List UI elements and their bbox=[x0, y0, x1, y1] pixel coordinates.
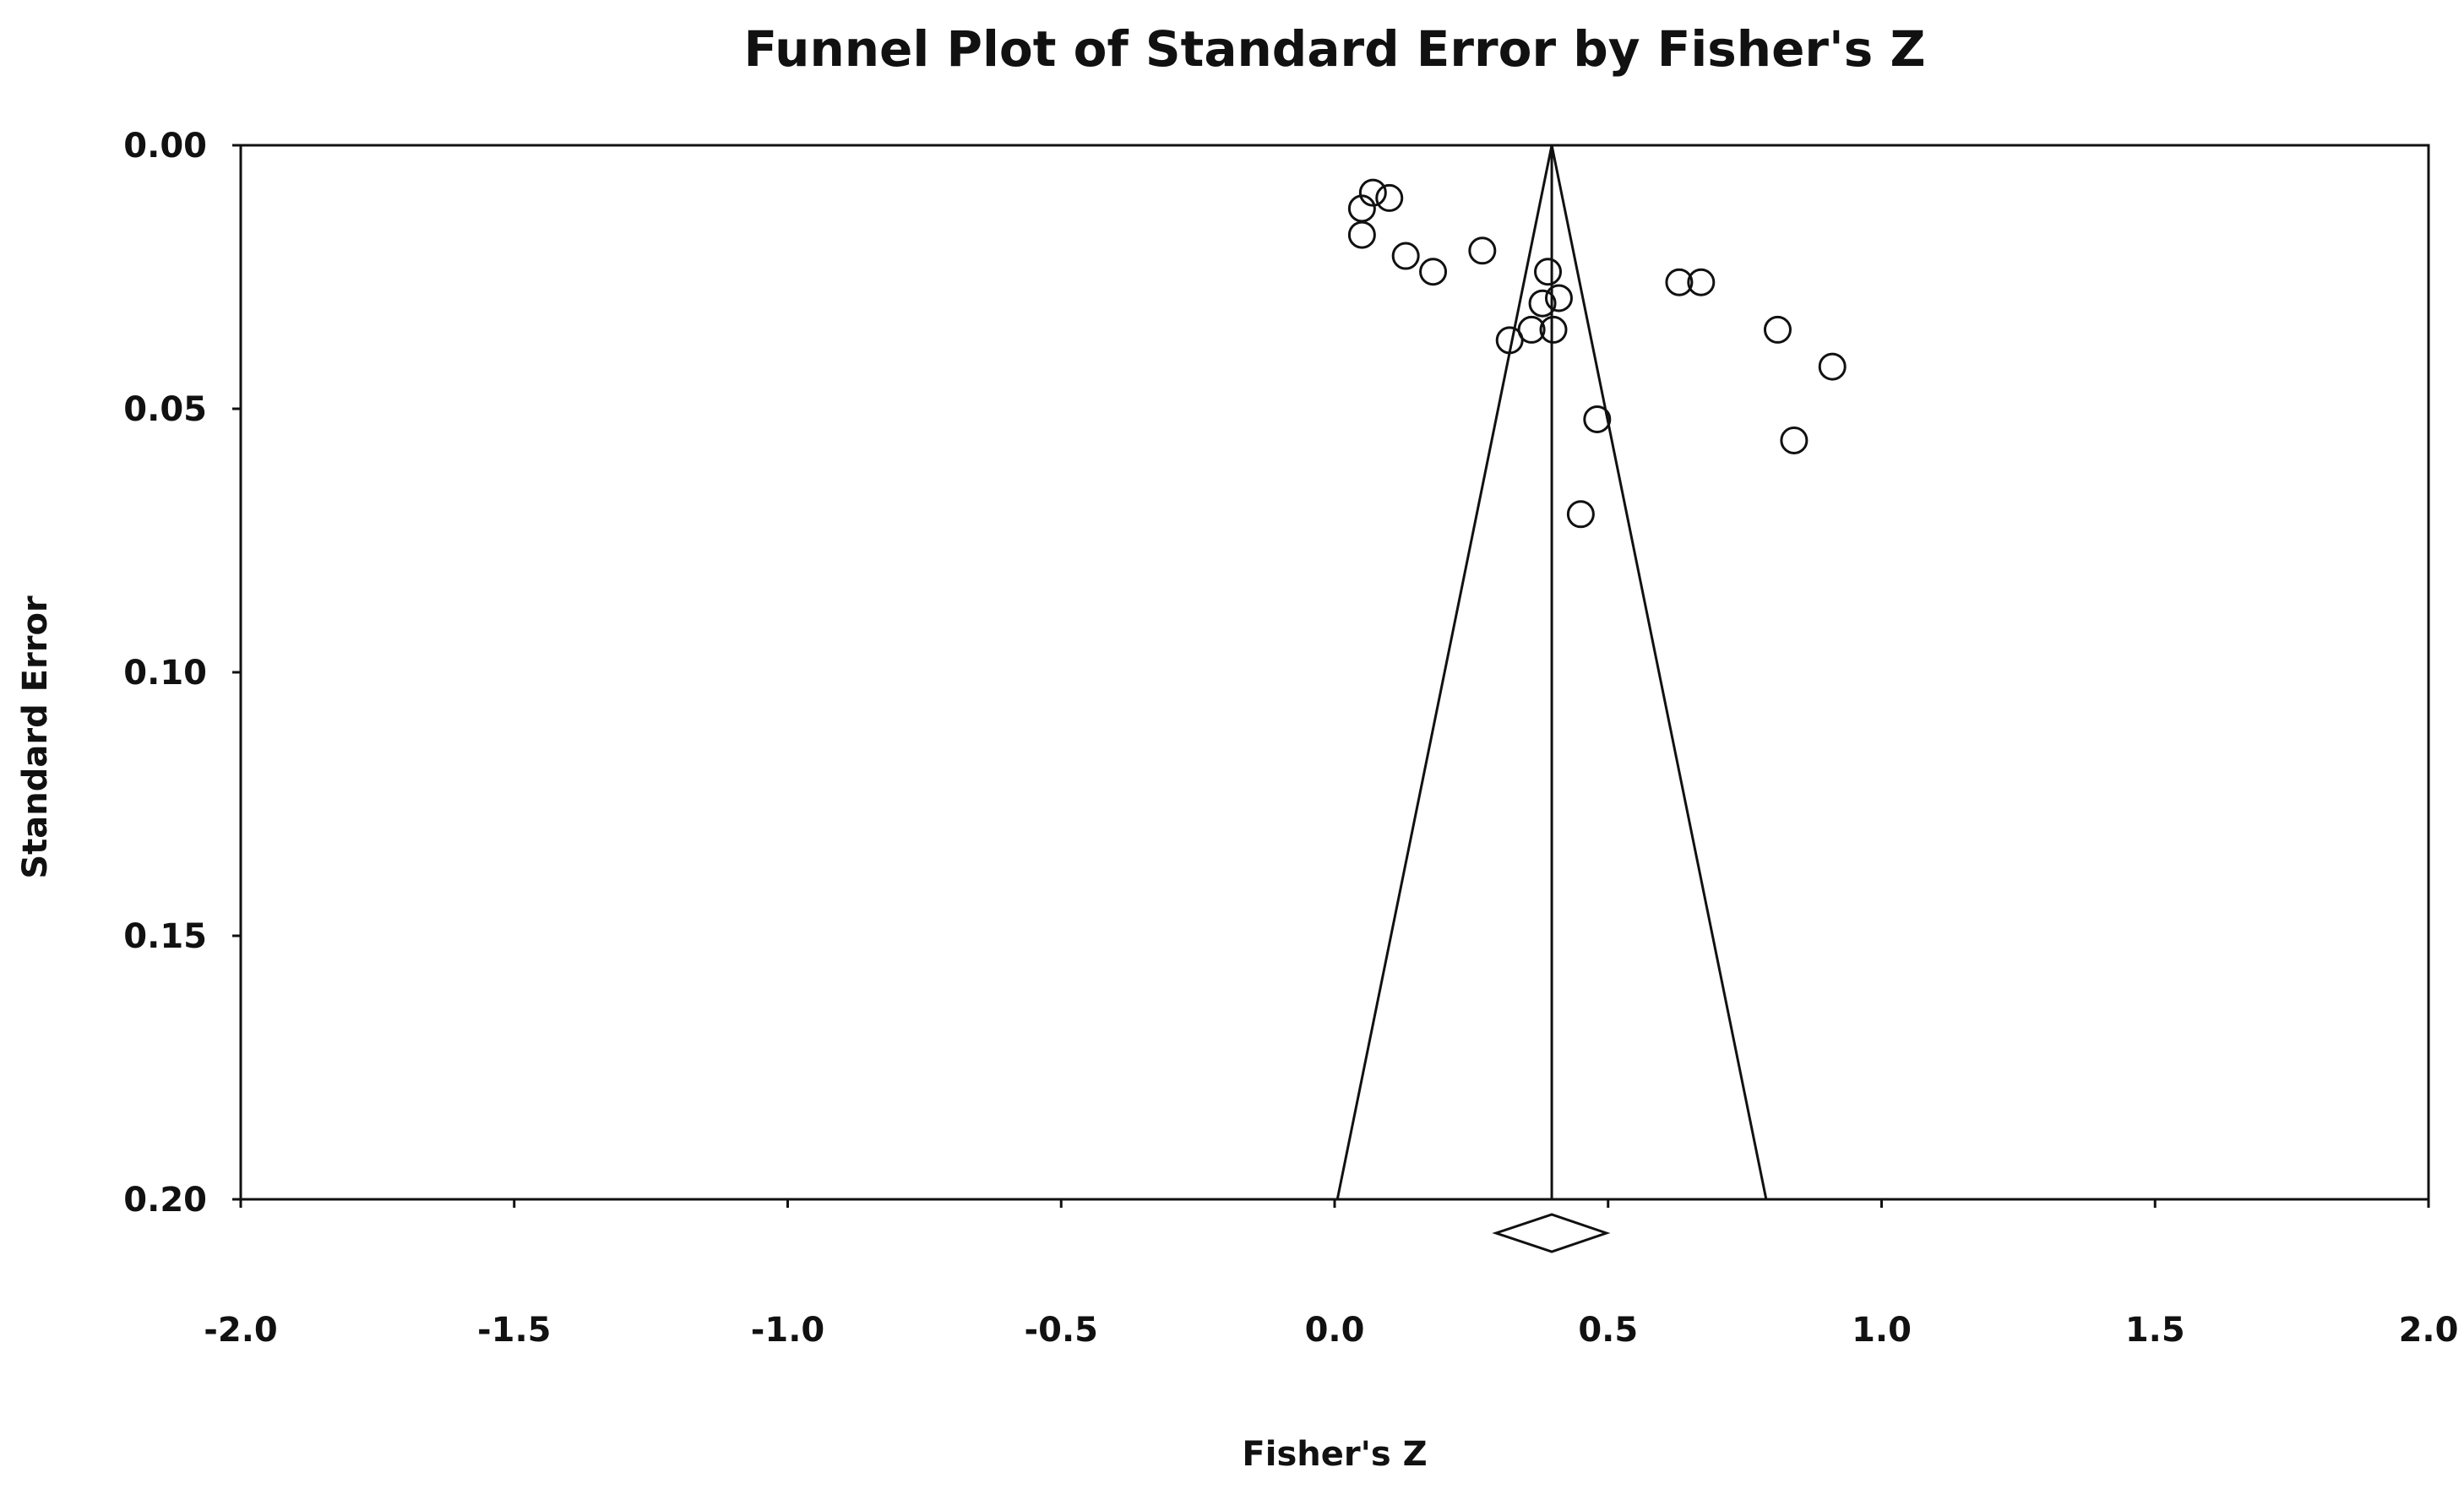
x-tick-label: 2.0 bbox=[2399, 1311, 2459, 1350]
x-axis-ticks: -2.0 -1.5 -1.0 -0.5 0.0 0.5 1.0 1.5 2.0 bbox=[204, 1199, 2458, 1350]
y-tick-label: 0.20 bbox=[123, 1181, 207, 1220]
study-point bbox=[1763, 315, 1792, 344]
y-axis-ticks: 0.00 0.05 0.10 0.15 0.20 bbox=[123, 127, 241, 1220]
study-point bbox=[1375, 183, 1404, 212]
x-tick-label: -2.0 bbox=[204, 1311, 277, 1350]
study-point bbox=[1419, 258, 1448, 286]
study-point bbox=[1347, 220, 1376, 249]
study-point bbox=[1539, 315, 1568, 344]
summary-diamond-group bbox=[1492, 1213, 1611, 1253]
study-point bbox=[1358, 178, 1387, 207]
study-points bbox=[1347, 178, 1847, 529]
study-point bbox=[1517, 315, 1546, 344]
x-tick-label: 0.5 bbox=[1578, 1311, 1638, 1350]
study-point bbox=[1495, 326, 1524, 355]
study-point bbox=[1468, 236, 1497, 265]
study-point bbox=[1687, 268, 1716, 296]
y-axis-label: Standard Error bbox=[16, 595, 55, 879]
study-point bbox=[1818, 352, 1847, 381]
y-tick-label: 0.00 bbox=[123, 127, 207, 166]
study-point bbox=[1583, 405, 1612, 433]
y-tick-label: 0.15 bbox=[123, 917, 207, 956]
chart-title: Funnel Plot of Standard Error by Fisher'… bbox=[743, 20, 1925, 78]
y-tick-label: 0.10 bbox=[123, 654, 207, 693]
study-point bbox=[1780, 426, 1809, 454]
summary-diamond bbox=[1492, 1213, 1611, 1253]
study-point bbox=[1665, 268, 1694, 296]
study-point bbox=[1566, 500, 1595, 529]
x-tick-label: 1.5 bbox=[2125, 1311, 2185, 1350]
x-tick-label: -0.5 bbox=[1025, 1311, 1098, 1350]
plot-area-frame bbox=[239, 144, 2430, 1201]
x-tick-label: -1.0 bbox=[751, 1311, 824, 1350]
x-tick-label: -1.5 bbox=[477, 1311, 551, 1350]
study-point bbox=[1391, 242, 1420, 270]
study-point bbox=[1534, 258, 1563, 286]
funnel-lines bbox=[1335, 144, 1768, 1200]
y-tick-label: 0.05 bbox=[123, 390, 207, 429]
study-point bbox=[1544, 284, 1573, 312]
funnel-left-line bbox=[1335, 144, 1553, 1200]
x-axis-label: Fisher's Z bbox=[1242, 1435, 1427, 1474]
study-point bbox=[1528, 289, 1557, 318]
x-tick-label: 0.0 bbox=[1305, 1311, 1365, 1350]
funnel-right-line bbox=[1550, 144, 1768, 1200]
x-tick-label: 1.0 bbox=[1852, 1311, 1912, 1350]
